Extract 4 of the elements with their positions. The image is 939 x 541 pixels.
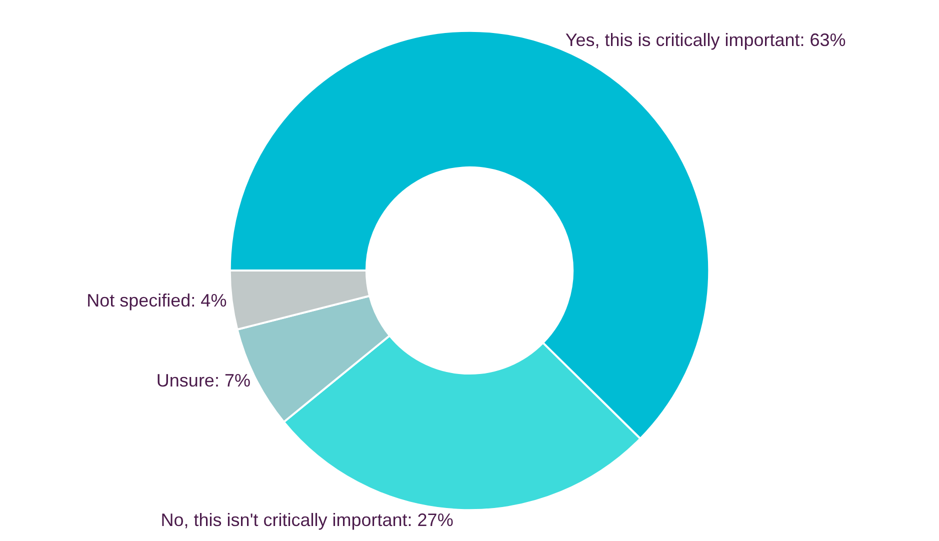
slice-label: No, this isn't critically important: 27%	[160, 510, 454, 530]
slice-label: Not specified: 4%	[86, 290, 227, 310]
slice-label: Unsure: 7%	[156, 370, 250, 390]
slice-label: Yes, this is critically important: 63%	[565, 30, 846, 50]
